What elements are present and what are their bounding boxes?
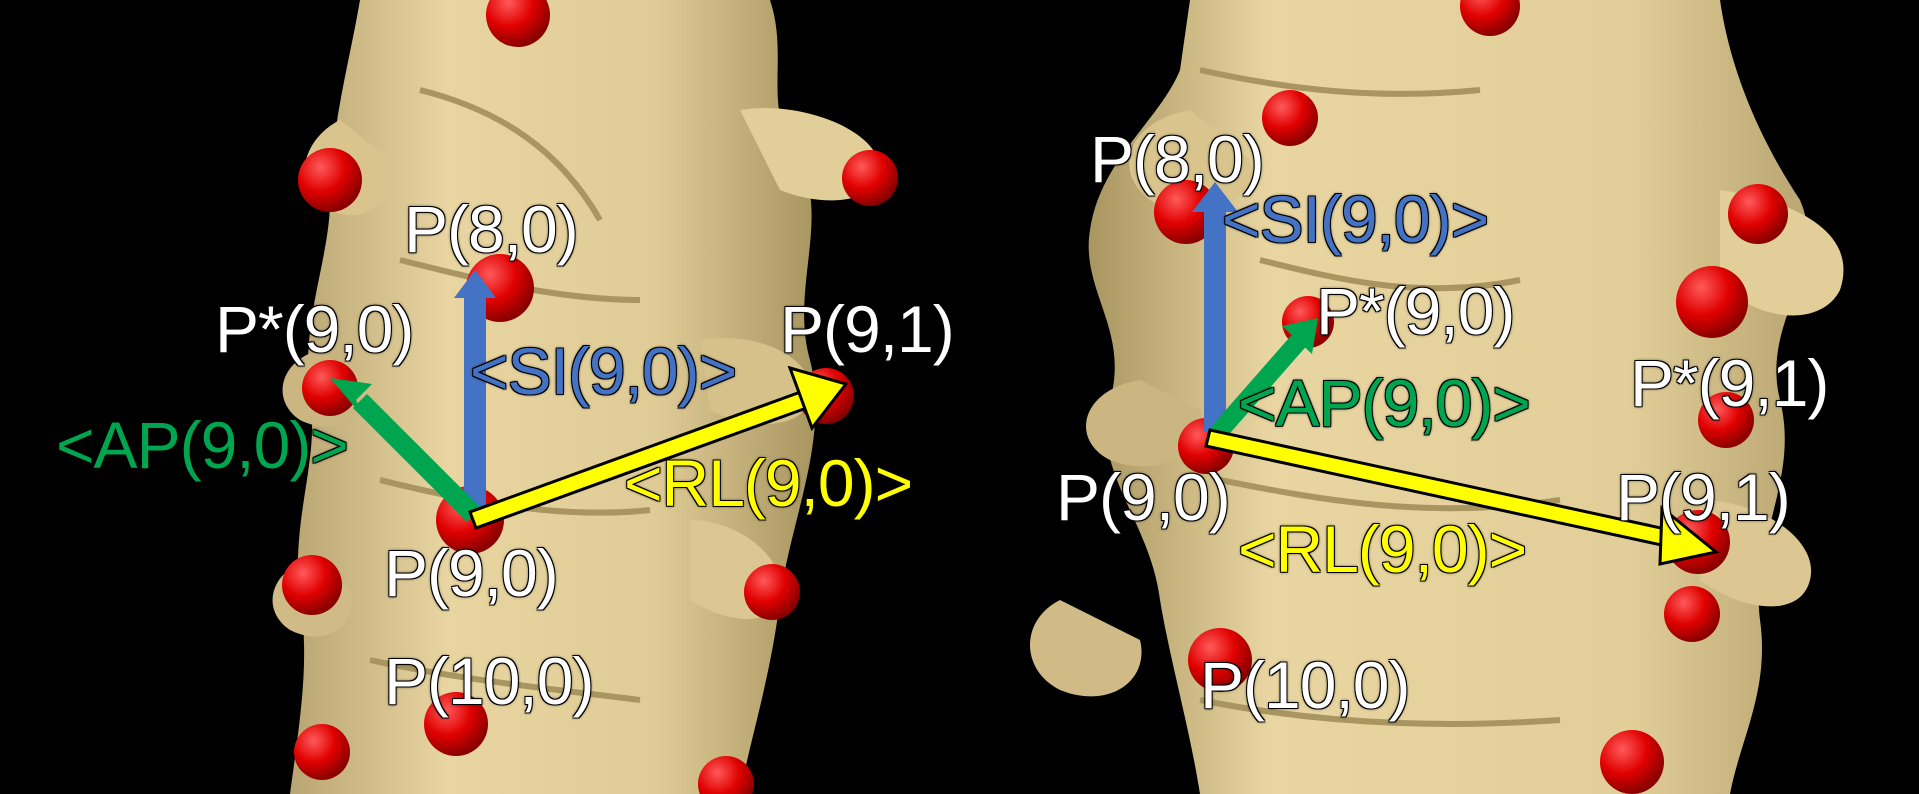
left-spine-view: P(8,0) P*(9,0) P(9,1) <SI(9,0)> <AP(9,0)… — [56, 0, 955, 794]
ridge-2 — [1259, 257, 1521, 292]
si-axis-arrow — [454, 270, 496, 516]
ridge-4 — [1199, 697, 1561, 727]
left-label-si: <SI(9,0)> — [470, 334, 737, 408]
right-label-ap: <AP(9,0)> — [1238, 366, 1531, 440]
landmark-marker — [486, 0, 550, 47]
left-process-upper — [1129, 110, 1252, 213]
right-label-p-8-0: P(8,0) — [1090, 122, 1265, 196]
spine-column — [1088, 0, 1808, 794]
left-label-rl: <RL(9,0)> — [624, 446, 913, 520]
landmark-marker — [282, 555, 342, 615]
left-label-p-9-1: P(9,1) — [780, 292, 955, 366]
ridge-1 — [1199, 67, 1481, 97]
right-label-rl: <RL(9,0)> — [1238, 512, 1527, 586]
si-axis-arrow — [1192, 182, 1238, 432]
left-spine-render — [272, 0, 898, 794]
left-process-mid — [1086, 380, 1202, 467]
landmark-marker — [1728, 184, 1788, 244]
landmark-marker — [1154, 180, 1218, 244]
right-spine-render — [1030, 0, 1844, 794]
landmark-marker — [424, 692, 488, 756]
left-process-low — [1030, 600, 1142, 697]
ap-axis-arrow — [1210, 318, 1318, 440]
ap-axis-arrow — [330, 378, 481, 522]
rl-axis-arrow — [468, 365, 849, 530]
right-label-p-star-9-1: P*(9,1) — [1630, 346, 1829, 420]
landmark-marker — [1460, 0, 1520, 36]
landmark-marker — [698, 756, 754, 794]
landmark-marker — [1664, 586, 1720, 642]
left-label-p-8-0: P(8,0) — [404, 192, 579, 266]
rl-axis-arrow — [1204, 428, 1720, 566]
right-label-p-10-0: P(10,0) — [1200, 648, 1410, 722]
landmark-marker — [1262, 90, 1318, 146]
landmark-marker — [1188, 628, 1252, 692]
ridge-1 — [419, 87, 603, 222]
right-process-low — [1700, 500, 1812, 607]
landmark-marker — [1600, 730, 1664, 794]
landmark-marker — [298, 148, 362, 212]
right-label-p-star-9-0: P*(9,0) — [1316, 274, 1515, 348]
left-label-p-star-9-0: P*(9,0) — [215, 292, 414, 366]
right-spine-view: P(8,0) <SI(9,0)> P*(9,0) <AP(9,0)> P*(9,… — [960, 0, 1919, 794]
landmark-marker — [842, 150, 898, 206]
left-label-p-10-0: P(10,0) — [384, 644, 594, 718]
landmark-marker — [744, 564, 800, 620]
left-label-p-9-0: P(9,0) — [384, 536, 559, 610]
landmark-marker — [1676, 266, 1748, 338]
right-label-p-9-0: P(9,0) — [1056, 460, 1231, 534]
landmark-marker — [294, 724, 350, 780]
ridge-4 — [369, 657, 641, 703]
landmark-marker — [1698, 392, 1754, 448]
left-label-ap: <AP(9,0)> — [56, 408, 349, 482]
spine-column — [290, 0, 816, 794]
landmark-marker — [302, 360, 358, 416]
right-label-p-9-1: P(9,1) — [1616, 460, 1791, 534]
landmark-markers — [1154, 0, 1788, 794]
right-label-si: <SI(9,0)> — [1222, 182, 1489, 256]
